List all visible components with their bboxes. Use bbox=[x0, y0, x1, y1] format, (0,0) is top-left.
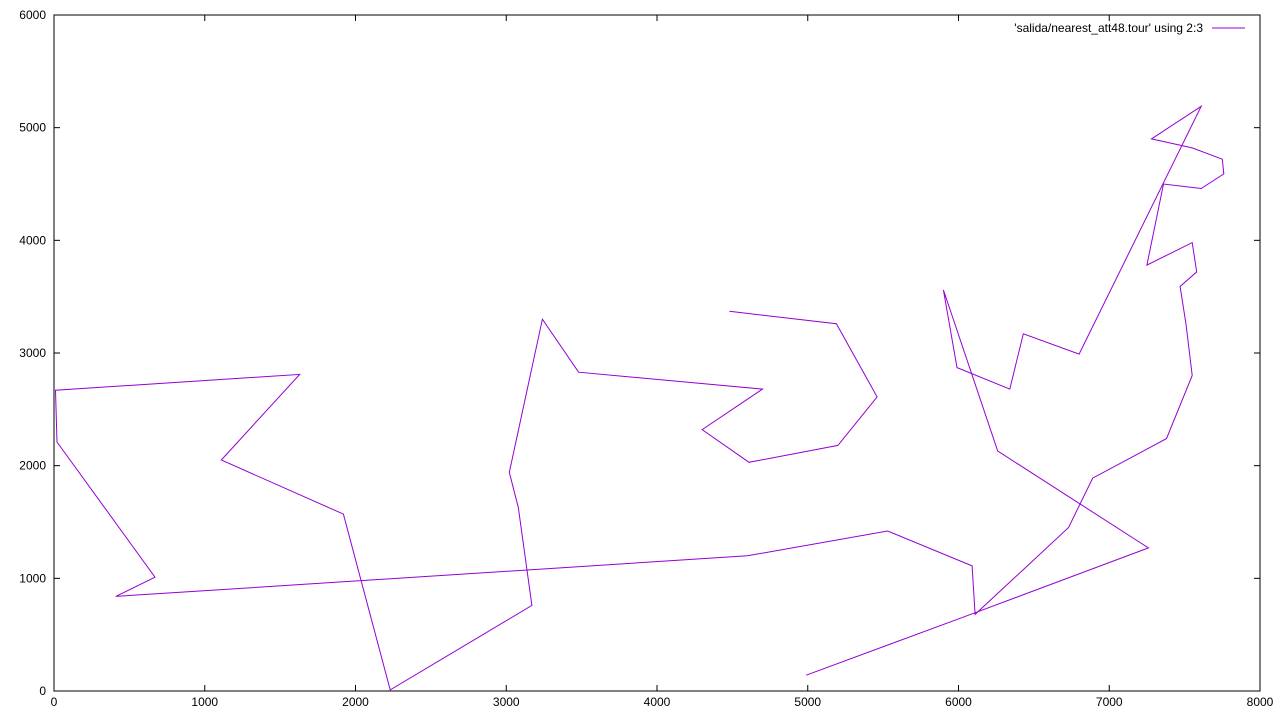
legend: 'salida/nearest_att48.tour' using 2:3 bbox=[1014, 21, 1245, 35]
tick-marks bbox=[53, 14, 1261, 692]
y-tick-label: 1000 bbox=[19, 571, 46, 585]
series-layer bbox=[54, 104, 1225, 691]
series-line bbox=[54, 104, 1225, 691]
x-tick-labels: 0 1000 2000 3000 4000 5000 6000 7000 8000 bbox=[51, 695, 1274, 709]
y-tick-label: 0 bbox=[39, 684, 46, 698]
y-tick-labels: 0 1000 2000 3000 4000 5000 6000 bbox=[19, 8, 46, 698]
y-tick-label: 6000 bbox=[19, 8, 46, 22]
x-tick-label: 4000 bbox=[644, 695, 671, 709]
x-tick-label: 2000 bbox=[342, 695, 369, 709]
x-tick-label: 5000 bbox=[794, 695, 821, 709]
y-tick-label: 4000 bbox=[19, 233, 46, 247]
legend-label: 'salida/nearest_att48.tour' using 2:3 bbox=[1014, 21, 1203, 35]
y-tick-label: 2000 bbox=[19, 459, 46, 473]
x-tick-label: 3000 bbox=[493, 695, 520, 709]
x-tick-label: 6000 bbox=[945, 695, 972, 709]
x-tick-label: 7000 bbox=[1096, 695, 1123, 709]
x-tick-label: 0 bbox=[51, 695, 58, 709]
y-tick-label: 3000 bbox=[19, 346, 46, 360]
x-tick-label: 1000 bbox=[191, 695, 218, 709]
y-tick-label: 5000 bbox=[19, 121, 46, 135]
x-tick-label: 8000 bbox=[1247, 695, 1274, 709]
